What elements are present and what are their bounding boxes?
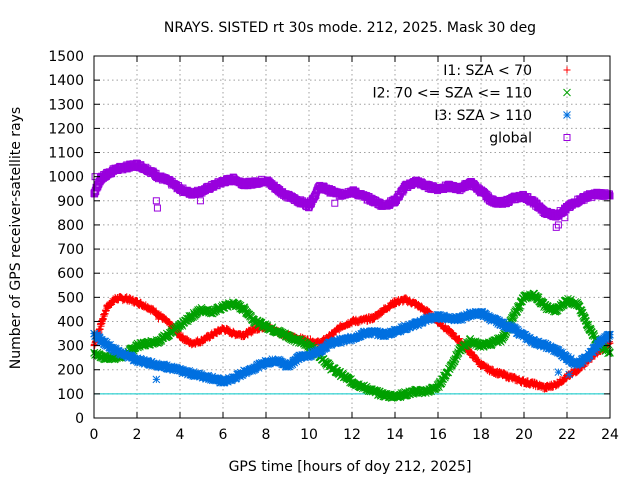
outlier-point [153, 204, 161, 212]
outlier-point [565, 370, 574, 379]
x-axis-label: GPS time [hours of doy 212, 2025] [229, 459, 472, 475]
x-tick-label: 2 [133, 427, 142, 443]
y-tick-label: 400 [57, 314, 84, 330]
legend-label: I3: SZA > 110 [434, 108, 532, 124]
x-tick-label: 8 [262, 427, 271, 443]
x-tick-label: 14 [386, 427, 404, 443]
y-tick-label: 300 [57, 339, 84, 355]
x-tick-label: 4 [176, 427, 185, 443]
y-tick-label: 200 [57, 363, 84, 379]
y-tick-label: 1300 [48, 97, 84, 113]
y-tick-label: 0 [75, 411, 84, 427]
y-tick-label: 1200 [48, 121, 84, 137]
x-tick-label: 12 [343, 427, 361, 443]
x-tick-label: 6 [219, 427, 228, 443]
legend-marker [563, 88, 571, 97]
y-tick-label: 700 [57, 242, 84, 258]
y-tick-label: 600 [57, 266, 84, 282]
y-tick-label: 1000 [48, 170, 84, 186]
chart-title: NRAYS. SISTED rt 30s mode. 212, 2025. Ma… [164, 20, 536, 36]
y-tick-label: 800 [57, 218, 84, 234]
y-axis-label: Number of GPS receiver-satellite rays [8, 107, 24, 369]
legend-label: I1: SZA < 70 [443, 63, 532, 79]
y-tick-label: 1100 [48, 146, 84, 162]
y-tick-label: 900 [57, 194, 84, 210]
y-tick-label: 1400 [48, 73, 84, 89]
legend-label: I2: 70 <= SZA <= 110 [372, 86, 532, 102]
data-layer [90, 159, 614, 402]
legend-marker [563, 111, 571, 119]
x-tick-label: 22 [558, 427, 576, 443]
y-tick-label: 100 [57, 387, 84, 403]
y-tick-label: 500 [57, 290, 84, 306]
outlier-point [152, 375, 161, 384]
x-tick-label: 20 [515, 427, 533, 443]
x-tick-label: 16 [429, 427, 447, 443]
y-tick-label: 1500 [48, 49, 84, 65]
legend-marker [563, 66, 571, 74]
outlier-point [554, 368, 563, 377]
x-tick-label: 0 [90, 427, 99, 443]
legend-label: global [489, 131, 532, 147]
x-tick-label: 24 [601, 427, 619, 443]
x-tick-label: 18 [472, 427, 490, 443]
x-tick-label: 10 [300, 427, 318, 443]
grid [94, 56, 610, 418]
